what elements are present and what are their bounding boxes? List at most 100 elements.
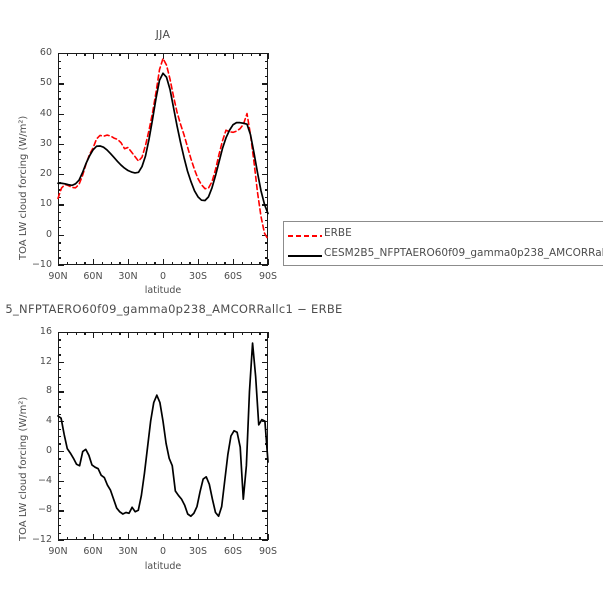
axis-tick	[58, 265, 64, 267]
axis-tick	[145, 332, 147, 336]
axis-tick	[241, 332, 244, 336]
axis-tick	[262, 143, 268, 146]
axis-tick	[206, 261, 209, 265]
axis-tick	[264, 525, 268, 527]
axis-tick	[58, 53, 64, 55]
axis-tick	[58, 502, 62, 505]
axis-tick	[58, 234, 64, 236]
y-tick-label: 4	[45, 415, 52, 427]
axis-tick	[264, 189, 268, 191]
axis-tick	[66, 332, 69, 336]
axis-tick	[58, 495, 62, 497]
y-tick-label: 30	[39, 137, 52, 149]
y-tick-label: 0	[45, 444, 52, 456]
axis-tick	[58, 257, 62, 259]
axis-tick	[180, 332, 182, 336]
x-tick-label: 60N	[83, 271, 103, 282]
axis-tick	[58, 332, 64, 334]
axis-tick	[163, 534, 165, 540]
y-tick-label: −4	[37, 474, 52, 486]
axis-tick	[233, 534, 235, 540]
axis-tick	[154, 536, 156, 540]
axis-tick	[58, 121, 62, 123]
legend-swatch-model	[288, 255, 322, 257]
axis-tick	[206, 53, 209, 57]
x-tick-label: 90S	[258, 271, 278, 282]
axis-tick	[163, 332, 165, 338]
axis-tick	[154, 261, 156, 265]
axis-tick	[136, 53, 139, 57]
axis-tick	[58, 465, 62, 467]
axis-tick	[58, 428, 62, 430]
axis-tick	[250, 53, 252, 57]
axis-tick	[264, 242, 268, 244]
axis-tick	[58, 68, 62, 70]
axis-tick	[58, 534, 60, 540]
axis-tick	[241, 261, 244, 265]
axis-tick	[262, 510, 268, 512]
axis-tick	[93, 53, 95, 59]
axis-tick	[58, 458, 62, 460]
axis-tick	[268, 534, 270, 540]
axis-tick	[264, 212, 268, 214]
axis-tick	[198, 259, 200, 265]
axis-tick	[189, 53, 191, 57]
axis-tick	[262, 332, 268, 334]
axis-tick	[264, 458, 268, 460]
axis-tick	[101, 53, 104, 57]
x-tick-label: 30S	[188, 546, 208, 557]
series-model	[57, 72, 269, 215]
axis-tick	[58, 480, 64, 482]
axis-tick	[264, 98, 268, 100]
axis-tick	[264, 517, 268, 519]
axis-tick	[264, 428, 268, 430]
axis-tick	[58, 384, 62, 386]
axis-tick	[262, 113, 268, 115]
y-tick-label: 16	[39, 326, 52, 337]
x-tick-label: 30N	[118, 271, 138, 282]
axis-tick	[84, 536, 86, 540]
axis-tick	[58, 413, 62, 415]
axis-tick	[84, 53, 86, 57]
axis-tick	[198, 53, 200, 59]
axis-tick	[58, 540, 64, 542]
axis-tick	[136, 261, 139, 265]
axis-tick	[262, 480, 268, 482]
axis-tick	[264, 354, 268, 356]
x-tick-label: 30N	[118, 546, 138, 557]
axis-tick	[198, 534, 200, 540]
axis-tick	[58, 181, 62, 183]
axis-tick	[163, 259, 165, 265]
y-tick-label: 12	[39, 355, 52, 367]
bottom-chart-plot-frame	[58, 332, 268, 540]
axis-tick	[264, 376, 268, 378]
axis-tick	[58, 532, 62, 534]
axis-tick	[215, 332, 217, 336]
y-tick-label: −10	[31, 259, 52, 270]
axis-tick	[215, 53, 217, 57]
legend-box: ERBE CESM2B5_NFPTAERO60f09_gamma0p238_AMC…	[283, 221, 603, 266]
x-tick-label: 0	[159, 546, 167, 557]
axis-tick	[262, 450, 268, 453]
axis-tick	[58, 196, 62, 199]
axis-tick	[58, 189, 62, 191]
axis-tick	[84, 332, 86, 336]
y-tick-label: −12	[31, 534, 52, 545]
axis-tick	[264, 159, 268, 161]
axis-tick	[93, 332, 95, 338]
axis-tick	[58, 113, 64, 115]
axis-tick	[101, 261, 104, 265]
axis-tick	[259, 53, 261, 57]
x-tick-label: 60S	[223, 271, 243, 282]
axis-tick	[264, 68, 268, 70]
axis-tick	[264, 121, 268, 123]
axis-tick	[110, 53, 112, 57]
axis-tick	[241, 53, 244, 57]
axis-tick	[58, 90, 62, 93]
axis-tick	[189, 261, 191, 265]
y-tick-label: 8	[45, 385, 52, 397]
axis-tick	[224, 332, 226, 336]
axis-tick	[58, 361, 64, 363]
axis-tick	[224, 53, 226, 57]
axis-tick	[206, 332, 209, 336]
